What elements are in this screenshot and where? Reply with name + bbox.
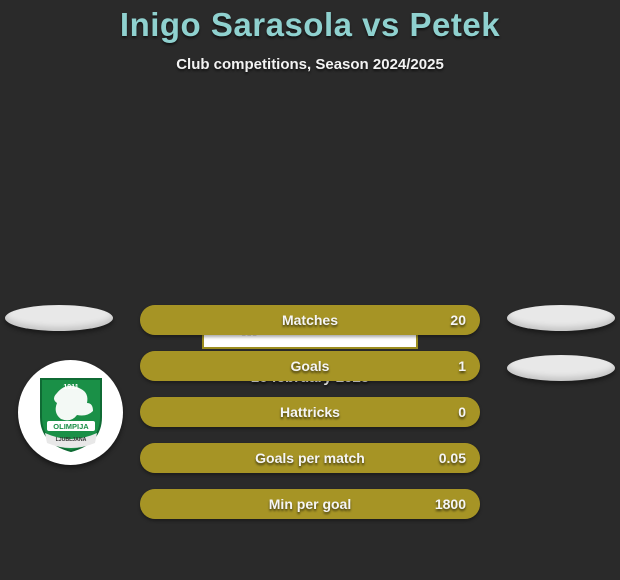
svg-text:1911: 1911 (63, 384, 78, 391)
club-crest-icon: 1911 OLIMPIJA LJUBLJANA (37, 373, 105, 453)
stat-label: Min per goal (269, 489, 351, 519)
stat-bar: Hattricks 0 (140, 397, 480, 427)
club-badge: 1911 OLIMPIJA LJUBLJANA (18, 360, 123, 465)
stat-bar: Goals 1 (140, 351, 480, 381)
stat-value: 0 (458, 397, 466, 427)
stat-label: Goals per match (255, 443, 365, 473)
stats-bars: Matches 20 Goals 1 Hattricks 0 Goals per match… (140, 305, 480, 535)
stat-bar: Goals per match 0.05 (140, 443, 480, 473)
stat-label: Matches (282, 305, 338, 335)
svg-text:OLIMPIJA: OLIMPIJA (53, 422, 89, 431)
player-left-placeholder-1 (5, 305, 113, 331)
stat-value: 20 (450, 305, 466, 335)
stat-value: 1800 (435, 489, 466, 519)
svg-text:LJUBLJANA: LJUBLJANA (55, 437, 86, 443)
stat-bar: Matches 20 (140, 305, 480, 335)
stat-bar: Min per goal 1800 (140, 489, 480, 519)
page-title: Inigo Sarasola vs Petek (0, 0, 620, 44)
stat-value: 1 (458, 351, 466, 381)
stat-label: Goals (291, 351, 330, 381)
stat-label: Hattricks (280, 397, 340, 427)
content-area: 1911 OLIMPIJA LJUBLJANA Matches20Goals1H… (0, 305, 620, 386)
player-right-placeholder-2 (507, 355, 615, 381)
stat-value: 0.05 (439, 443, 466, 473)
subtitle: Club competitions, Season 2024/2025 (0, 56, 620, 73)
player-right-placeholder-1 (507, 305, 615, 331)
